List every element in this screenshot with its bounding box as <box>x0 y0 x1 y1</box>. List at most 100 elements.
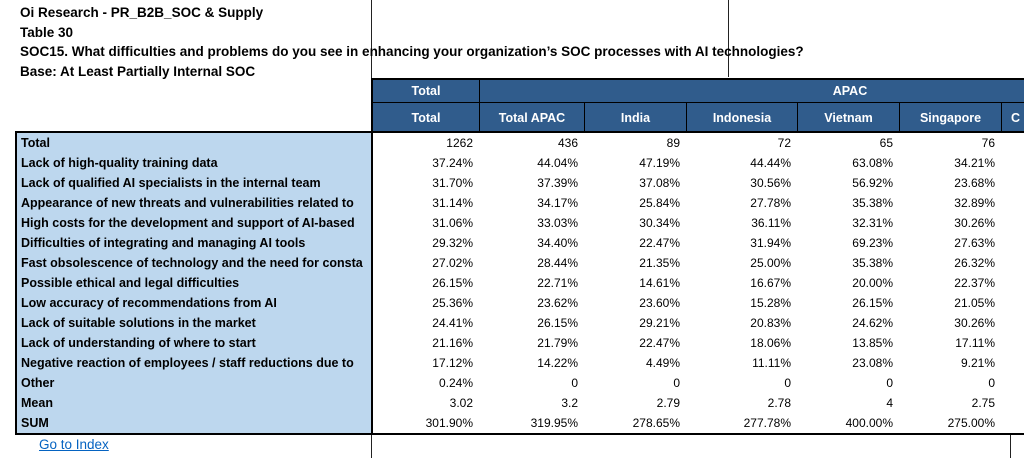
value-cell[interactable]: 36.11% <box>751 216 791 230</box>
value-cell[interactable]: 2.79 <box>656 396 680 410</box>
row-label[interactable]: Negative reaction of employees / staff r… <box>21 356 354 370</box>
value-cell[interactable]: 30.26% <box>954 216 995 230</box>
value-cell[interactable]: 31.94% <box>750 236 791 250</box>
row-label[interactable]: Other <box>21 376 55 390</box>
value-cell[interactable]: 56.92% <box>852 176 893 190</box>
value-cell[interactable]: 22.37% <box>954 276 995 290</box>
value-cell[interactable]: 37.39% <box>537 176 578 190</box>
value-cell[interactable]: 27.63% <box>954 236 995 250</box>
value-cell[interactable]: 26.15% <box>852 296 893 310</box>
value-cell[interactable]: 275.00% <box>947 416 995 430</box>
value-cell[interactable]: 4 <box>886 396 893 410</box>
value-cell[interactable]: 0 <box>988 376 995 390</box>
value-cell[interactable]: 37.08% <box>639 176 680 190</box>
column-header-total-apac[interactable]: Total APAC <box>480 103 585 133</box>
value-cell[interactable]: 26.15% <box>537 316 578 330</box>
value-cell[interactable]: 29.32% <box>432 236 473 250</box>
value-cell[interactable]: 3.02 <box>449 396 473 410</box>
value-cell[interactable]: 26.15% <box>432 276 473 290</box>
value-cell[interactable]: 14.22% <box>537 356 578 370</box>
row-label[interactable]: Total <box>21 136 50 150</box>
value-cell[interactable]: 9.21% <box>960 356 995 370</box>
column-header-india[interactable]: India <box>585 103 687 133</box>
value-cell[interactable]: 26.32% <box>954 256 995 270</box>
value-cell[interactable] <box>1002 273 1024 293</box>
value-cell[interactable]: 25.00% <box>750 256 791 270</box>
value-cell[interactable]: 436 <box>557 136 578 150</box>
value-cell[interactable]: 0 <box>571 376 578 390</box>
value-cell[interactable] <box>1002 353 1024 373</box>
row-label[interactable]: SUM <box>21 416 49 430</box>
value-cell[interactable]: 23.60% <box>639 296 680 310</box>
column-header-vietnam[interactable]: Vietnam <box>798 103 900 133</box>
value-cell[interactable]: 22.47% <box>639 336 680 350</box>
value-cell[interactable]: 65 <box>879 136 893 150</box>
value-cell[interactable]: 76 <box>981 136 995 150</box>
value-cell[interactable] <box>1002 413 1024 433</box>
row-label[interactable]: Fast obsolescence of technology and the … <box>21 256 363 270</box>
value-cell[interactable]: 20.00% <box>852 276 893 290</box>
value-cell[interactable]: 23.08% <box>852 356 893 370</box>
row-label[interactable]: Low accuracy of recommendations from AI <box>21 296 277 310</box>
value-cell[interactable] <box>1002 173 1024 193</box>
value-cell[interactable]: 72 <box>777 136 791 150</box>
value-cell[interactable]: 35.38% <box>852 196 893 210</box>
value-cell[interactable]: 22.47% <box>639 236 680 250</box>
value-cell[interactable]: 27.78% <box>750 196 791 210</box>
value-cell[interactable]: 301.90% <box>425 416 473 430</box>
row-label[interactable]: Difficulties of integrating and managing… <box>21 236 306 250</box>
column-header-c[interactable]: C <box>1002 103 1024 133</box>
value-cell[interactable]: 22.71% <box>537 276 578 290</box>
value-cell[interactable]: 21.79% <box>537 336 578 350</box>
value-cell[interactable]: 16.67% <box>750 276 791 290</box>
value-cell[interactable]: 25.84% <box>639 196 680 210</box>
value-cell[interactable]: 277.78% <box>743 416 791 430</box>
value-cell[interactable]: 0 <box>784 376 791 390</box>
value-cell[interactable]: 30.26% <box>954 316 995 330</box>
value-cell[interactable]: 28.44% <box>537 256 578 270</box>
value-cell[interactable]: 34.40% <box>537 236 578 250</box>
value-cell[interactable]: 4.49% <box>645 356 680 370</box>
row-label[interactable]: Lack of suitable solutions in the market <box>21 316 256 330</box>
value-cell[interactable]: 18.06% <box>750 336 791 350</box>
value-cell[interactable]: 32.89% <box>954 196 995 210</box>
value-cell[interactable] <box>1002 193 1024 213</box>
row-label[interactable]: Possible ethical and legal difficulties <box>21 276 240 290</box>
column-header-total[interactable]: Total <box>373 103 480 133</box>
value-cell[interactable]: 47.19% <box>639 156 680 170</box>
value-cell[interactable]: 21.35% <box>639 256 680 270</box>
value-cell[interactable] <box>1002 293 1024 313</box>
value-cell[interactable] <box>1002 233 1024 253</box>
value-cell[interactable] <box>1002 373 1024 393</box>
value-cell[interactable]: 32.31% <box>852 216 893 230</box>
value-cell[interactable]: 27.02% <box>432 256 473 270</box>
value-cell[interactable]: 0 <box>886 376 893 390</box>
value-cell[interactable]: 24.62% <box>852 316 893 330</box>
row-label[interactable]: Appearance of new threats and vulnerabil… <box>21 196 354 210</box>
value-cell[interactable] <box>1002 133 1024 153</box>
value-cell[interactable]: 2.78 <box>767 396 791 410</box>
row-label[interactable]: Lack of understanding of where to start <box>21 336 256 350</box>
value-cell[interactable]: 44.04% <box>537 156 578 170</box>
value-cell[interactable]: 34.21% <box>954 156 995 170</box>
value-cell[interactable]: 0 <box>673 376 680 390</box>
value-cell[interactable] <box>1002 153 1024 173</box>
value-cell[interactable]: 11.11% <box>752 356 791 370</box>
value-cell[interactable]: 21.05% <box>954 296 995 310</box>
value-cell[interactable]: 3.2 <box>561 396 578 410</box>
value-cell[interactable]: 69.23% <box>852 236 893 250</box>
value-cell[interactable]: 23.68% <box>954 176 995 190</box>
value-cell[interactable]: 14.61% <box>639 276 680 290</box>
value-cell[interactable]: 13.85% <box>852 336 893 350</box>
value-cell[interactable]: 33.03% <box>537 216 578 230</box>
value-cell[interactable]: 0.24% <box>438 376 473 390</box>
group-header-apac[interactable]: APAC <box>832 84 868 98</box>
value-cell[interactable]: 35.38% <box>852 256 893 270</box>
value-cell[interactable]: 1262 <box>446 136 473 150</box>
value-cell[interactable]: 400.00% <box>845 416 893 430</box>
value-cell[interactable]: 23.62% <box>537 296 578 310</box>
value-cell[interactable]: 63.08% <box>852 156 893 170</box>
value-cell[interactable]: 30.34% <box>639 216 680 230</box>
value-cell[interactable]: 44.44% <box>750 156 791 170</box>
row-label[interactable]: Mean <box>21 396 53 410</box>
